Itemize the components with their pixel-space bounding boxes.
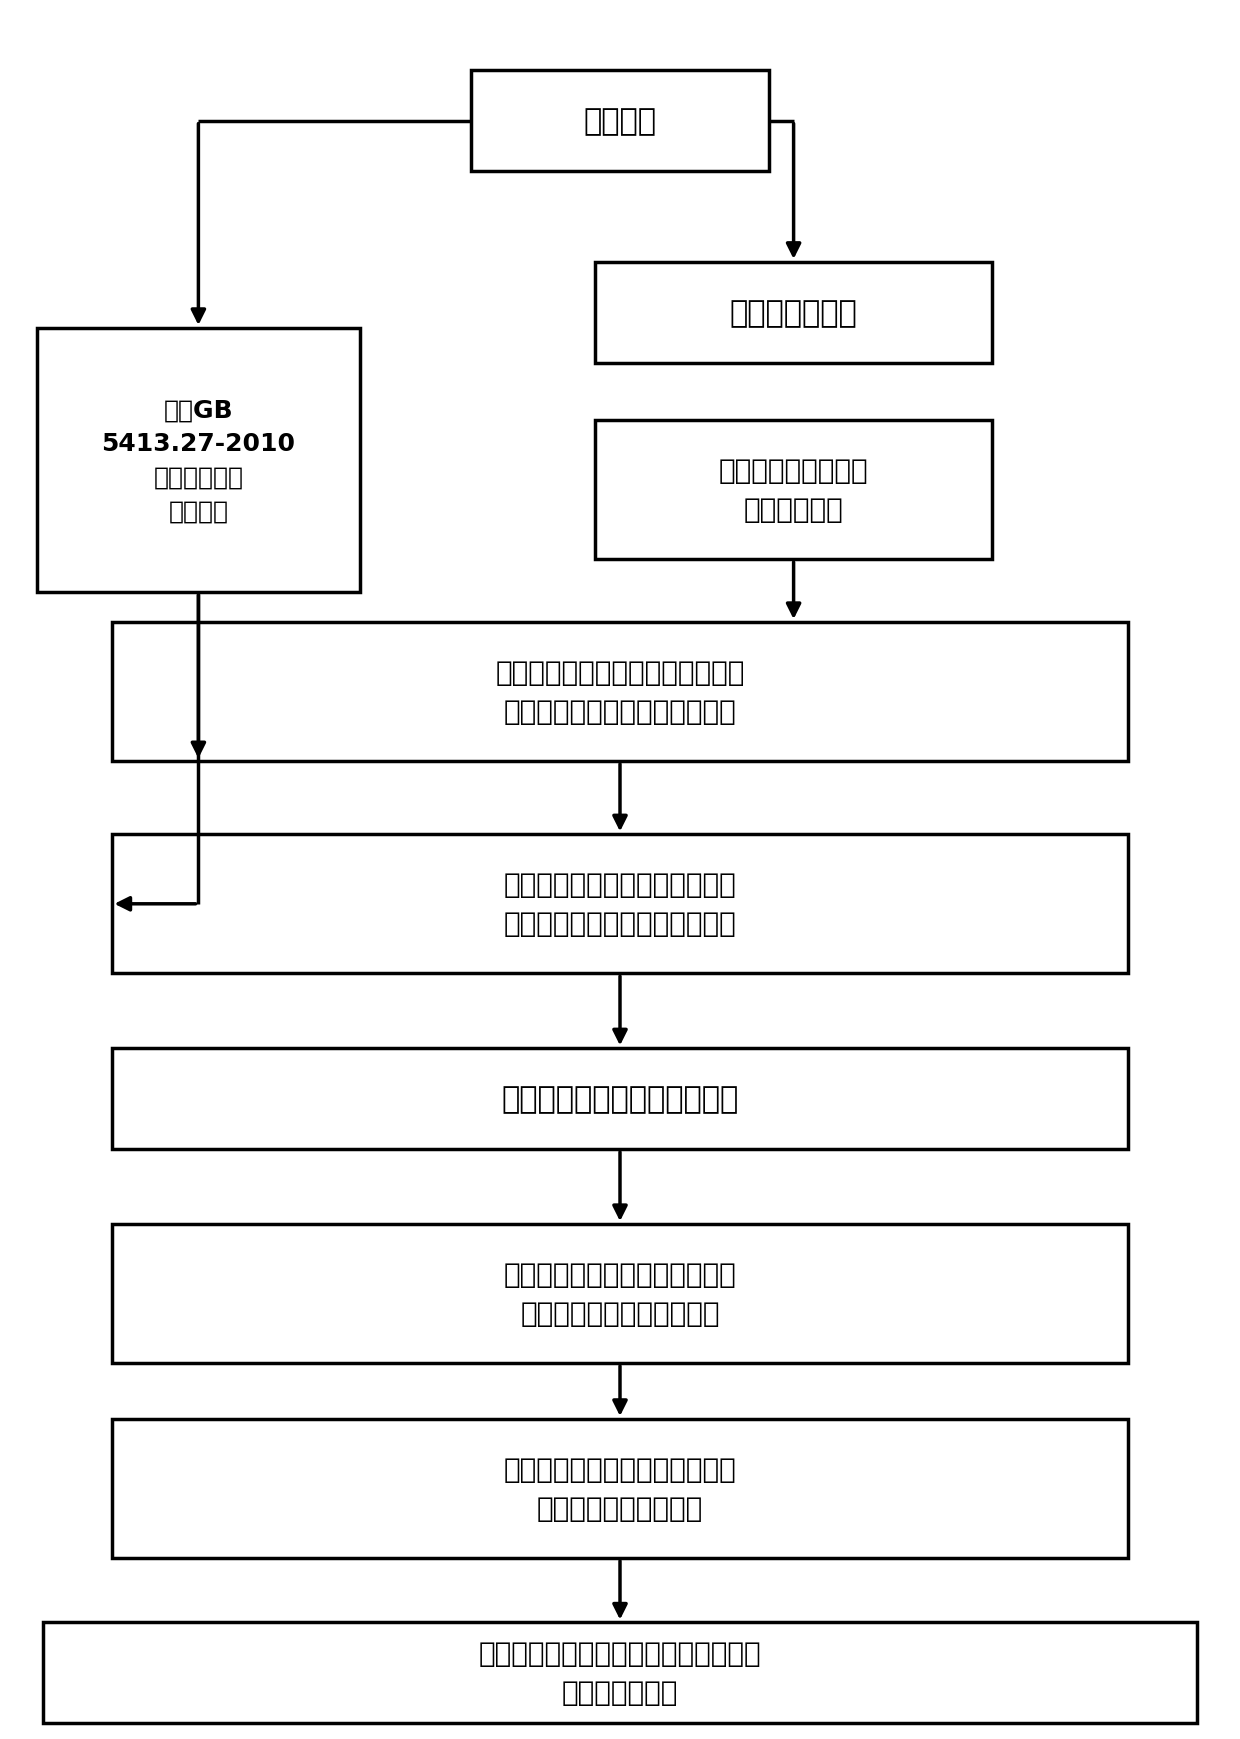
Bar: [471, 71, 769, 172]
Text: 建立并验证油酸含量与全波段平
均光谱的偏最小二乘法回归模型: 建立并验证油酸含量与全波段平 均光谱的偏最小二乘法回归模型: [503, 871, 737, 937]
Bar: [37, 329, 360, 593]
Text: 采用外部验证方法验证特征波长
偏最小二乘法定量模型: 采用外部验证方法验证特征波长 偏最小二乘法定量模型: [503, 1456, 737, 1522]
Bar: [112, 623, 1128, 762]
Text: 图像校正与背景删除
提取平均光谱: 图像校正与背景删除 提取平均光谱: [719, 457, 868, 523]
Text: 花生品种: 花生品种: [584, 108, 656, 136]
Bar: [112, 1419, 1128, 1558]
Text: 对平均光谱进行中心化、均值方差
化结合标准正态变量变换预处理: 对平均光谱进行中心化、均值方差 化结合标准正态变量变换预处理: [495, 659, 745, 725]
Bar: [112, 835, 1128, 974]
Bar: [43, 1622, 1197, 1723]
Text: 按照GB
5413.27-2010
测定花生品种
油酸含量: 按照GB 5413.27-2010 测定花生品种 油酸含量: [102, 398, 295, 523]
Bar: [112, 1224, 1128, 1363]
Text: 建立油酸含量与特征波长平均光
谱的偏最小二乘法定量模型: 建立油酸含量与特征波长平均光 谱的偏最小二乘法定量模型: [503, 1261, 737, 1327]
Text: 高光谱图像获取: 高光谱图像获取: [729, 299, 858, 327]
Text: 通过回归系数，确定特征波长: 通过回归系数，确定特征波长: [501, 1085, 739, 1113]
Bar: [595, 421, 992, 560]
Bar: [595, 263, 992, 363]
Text: 利用特征波长模型将高光谱图像转换成
油酸含量分布图: 利用特征波长模型将高光谱图像转换成 油酸含量分布图: [479, 1640, 761, 1706]
Bar: [112, 1049, 1128, 1149]
